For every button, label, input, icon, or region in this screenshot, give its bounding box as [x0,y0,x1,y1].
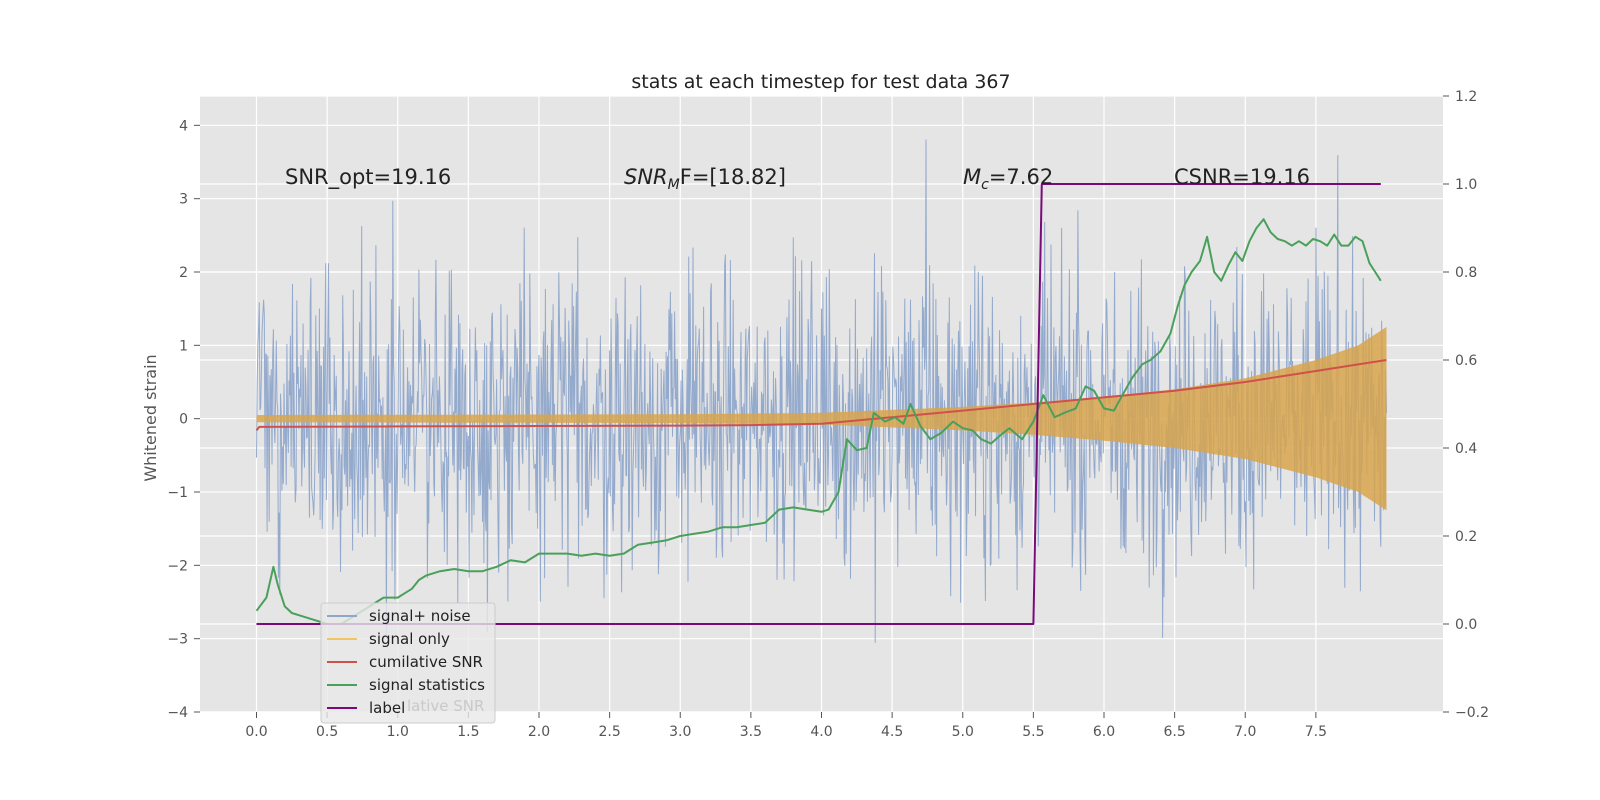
x-tick-label: 6.5 [1163,724,1185,740]
signal-statistics-line [255,218,1382,625]
y2-tick-label: 1.0 [1455,177,1477,193]
signal-noise-series [256,139,1387,643]
y-axis-label: Whitened strain [141,354,160,481]
axis-ticks: 0.0 0.5 1.0 1.5 2.0 2.5 3.0 3.5 4.0 4.5 5.0 5.5 6.0 6… [167,89,1489,740]
x-tick-label: 3.5 [740,724,762,740]
x-tick-label: 4.5 [881,724,903,740]
line-series [255,183,1387,625]
annotation-mc-sub: c [981,177,989,193]
y-tick-label: 2 [179,265,188,281]
annotation-snr-mf: SNRMF=[18.82] [624,165,786,193]
x-tick-label: 1.5 [457,724,479,740]
y2-tick-label: 0.2 [1455,529,1477,545]
x-tick-label: 7.5 [1305,724,1327,740]
signal-only-envelope [256,327,1387,511]
x-tick-label: 7.0 [1234,724,1256,740]
x-tick-label: 5.0 [952,724,974,740]
annotation-snr-mf-rest: F=[18.82] [680,165,786,189]
y2-tick-label: 0.8 [1455,265,1477,281]
x-tick-label: 2.5 [598,724,620,740]
y-tick-label: −4 [167,705,188,721]
x-tick-label: 6.0 [1093,724,1115,740]
y-tick-label: 1 [179,338,188,354]
legend-box [320,602,496,724]
legend-label-cumulative-snr: cumilative SNR [369,653,483,671]
y2-tick-label: 1.2 [1455,89,1477,105]
chart-title: stats at each timestep for test data 367 [631,71,1010,93]
label-line [256,183,1381,625]
signal-noise-line [256,139,1387,643]
y-tick-label: 4 [179,118,188,134]
y2-tick-label: 0.6 [1455,353,1477,369]
x-tick-label: 2.0 [528,724,550,740]
y2-tick-label: −0.2 [1455,705,1489,721]
legend-label-signal-statistics: signal statistics [369,676,485,694]
legend: lative SNR signal+ noise signal only cum… [320,602,496,724]
y-tick-label: 0 [179,412,188,428]
annotation-mc-main: M [963,165,981,189]
y2-tick-label: 0.0 [1455,617,1477,633]
y-tick-label: 3 [179,192,188,208]
x-tick-label: 1.0 [387,724,409,740]
x-tick-label: 0.0 [245,724,267,740]
x-tick-label: 3.0 [669,724,691,740]
x-tick-label: 0.5 [316,724,338,740]
y2-tick-label: 0.4 [1455,441,1477,457]
legend-label-label: label [369,699,405,717]
annotation-snr-opt: SNR_opt=19.16 [285,165,451,190]
annotation-mc-rest: =7.62 [989,165,1053,189]
annotation-snr-mf-main: SNR [624,165,668,189]
y-tick-label: −2 [167,558,188,574]
legend-ghost-text: lative SNR [407,697,484,715]
x-tick-label: 5.5 [1022,724,1044,740]
x-tick-label: 4.0 [810,724,832,740]
annotation-csnr: CSNR=19.16 [1174,165,1310,189]
y-tick-label: −1 [167,485,188,501]
legend-label-signal-noise: signal+ noise [369,607,471,625]
cumulative-snr-line [255,359,1387,432]
legend-label-signal-only: signal only [369,630,450,648]
annotation-snr-mf-sub: M [668,177,680,193]
signal-only-series [256,327,1387,511]
y-tick-label: −3 [167,632,188,648]
annotation-mc: Mc=7.62 [963,165,1053,193]
